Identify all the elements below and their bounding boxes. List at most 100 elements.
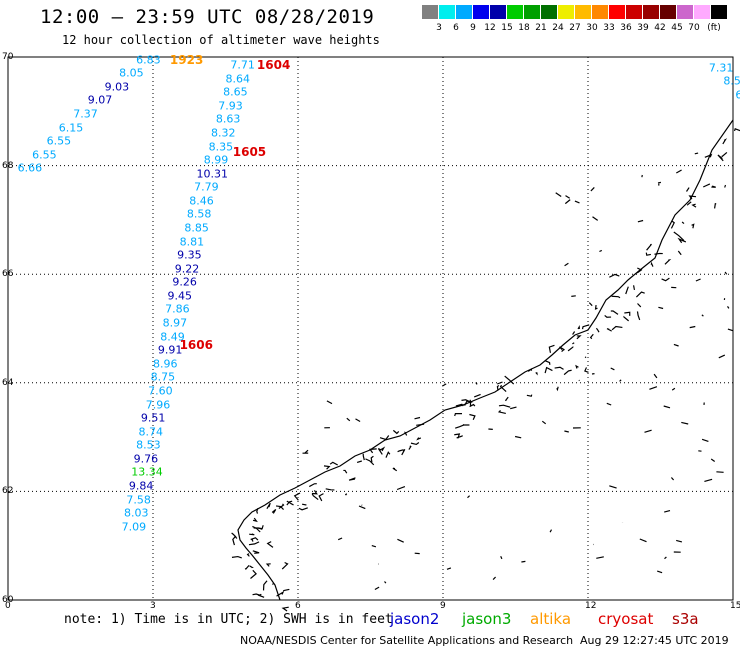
- coast-fragment: [252, 593, 261, 596]
- coast-fragment: [544, 360, 551, 365]
- satellite-name: jason3: [462, 610, 512, 628]
- coast-fragment: [454, 412, 462, 417]
- swh-value-label: 8.53: [136, 438, 161, 452]
- coast-fragment: [646, 243, 652, 251]
- lake-outline: [695, 278, 701, 282]
- coast-fragment: [276, 590, 285, 597]
- lake-outline: [374, 586, 380, 591]
- coast-fragment: [377, 448, 383, 455]
- coast-fragment: [348, 477, 356, 481]
- swh-value-label: 7.79: [194, 180, 219, 194]
- swh-value-label: 13.34: [131, 465, 163, 479]
- lake-outline: [561, 349, 565, 353]
- coast-fragment: [554, 366, 564, 370]
- coast-fragment: [266, 502, 271, 510]
- coast-fragment: [611, 325, 623, 331]
- lake-outline: [610, 367, 615, 371]
- coast-fragment: [416, 437, 422, 441]
- coast-fragment: [250, 569, 257, 579]
- legend-label: 21: [535, 23, 547, 33]
- swh-value-label: 7.93: [218, 99, 243, 113]
- coast-fragment: [454, 433, 461, 439]
- legend-swatch: [694, 5, 710, 19]
- coast-fragment: [469, 413, 476, 421]
- coast-fragment: [691, 203, 697, 208]
- coast-fragment: [497, 409, 506, 414]
- lake-outline: [663, 405, 671, 409]
- coast-fragment: [661, 277, 670, 282]
- swh-value-label: 8.03: [124, 506, 149, 520]
- coast-fragment: [257, 593, 265, 598]
- coast-fragment: [309, 483, 317, 488]
- legend-swatch: [677, 5, 693, 19]
- coast-fragment: [311, 490, 318, 495]
- coast-fragment: [577, 324, 580, 330]
- coast-fragment: [362, 453, 365, 461]
- legend-swatch: [609, 5, 625, 19]
- coast-fragment: [499, 384, 507, 393]
- coast-fragment: [246, 553, 250, 557]
- swh-value-label: 9.51: [140, 411, 166, 425]
- lake-outline: [677, 250, 682, 256]
- coast-fragment: [636, 311, 641, 321]
- coast-fragment: [704, 153, 713, 158]
- legend-label: 24: [552, 23, 564, 33]
- lake-outline: [549, 529, 553, 533]
- coast-fragment: [711, 185, 716, 188]
- swh-value-label: 8.46: [189, 194, 214, 208]
- x-tick-label: 9: [440, 601, 446, 611]
- coast-fragment: [504, 396, 509, 402]
- coast-fragment: [283, 588, 290, 592]
- legend-label: 12: [484, 23, 496, 33]
- lake-outline: [716, 471, 724, 473]
- lake-outline: [676, 169, 682, 174]
- lake-outline: [514, 435, 522, 439]
- coast-fragment: [410, 442, 420, 446]
- coast-fragment: [548, 344, 555, 353]
- lake-outline: [673, 343, 679, 347]
- coast-fragment: [345, 493, 348, 496]
- coast-fragment: [688, 195, 697, 200]
- coast-fragment: [469, 403, 476, 408]
- map-frame: [7, 56, 734, 601]
- legend-swatch: [711, 5, 727, 19]
- lake-outline: [346, 417, 351, 422]
- coast-fragment: [606, 328, 612, 332]
- y-tick-label: 68: [2, 160, 14, 171]
- coast-fragment: [252, 517, 258, 523]
- swh-value-label: 7.71: [230, 58, 255, 72]
- lake-outline: [592, 216, 599, 221]
- coast-fragment: [535, 372, 538, 376]
- legend-swatch: [473, 5, 489, 19]
- coast-fragment: [464, 400, 473, 406]
- lake-outline: [356, 460, 362, 463]
- coast-fragment: [594, 304, 598, 310]
- coast-fragment: [231, 555, 242, 559]
- coastline: [231, 119, 740, 612]
- coast-fragment: [271, 509, 277, 514]
- swh-value-label: 7.86: [165, 302, 190, 316]
- credit-text: NOAA/NESDIS Center for Satellite Applica…: [240, 634, 574, 647]
- swh-value-label: 9.84: [128, 479, 154, 493]
- lake-outline: [326, 400, 333, 405]
- legend-label: 6: [453, 23, 459, 33]
- lake-outline: [637, 219, 644, 223]
- coast-fragment: [611, 295, 621, 299]
- coast-fragment: [589, 333, 594, 340]
- coast-fragment: [244, 564, 250, 570]
- lake-outline: [416, 423, 425, 426]
- swh-value-label: 6.15: [58, 121, 84, 135]
- coast-fragment: [329, 461, 338, 466]
- lake-outline: [653, 373, 658, 379]
- swh-value-label: 7.37: [73, 107, 98, 121]
- coast-fragment: [368, 448, 377, 454]
- satellite-name: altika: [530, 610, 572, 628]
- swh-value-label: 8.75: [150, 370, 176, 384]
- lake-outline: [639, 538, 647, 543]
- lake-outline: [414, 416, 421, 420]
- coast-fragment: [496, 384, 500, 391]
- swh-value-label: 8.05: [119, 66, 144, 80]
- lake-outline: [619, 379, 622, 382]
- lake-outline: [555, 192, 562, 197]
